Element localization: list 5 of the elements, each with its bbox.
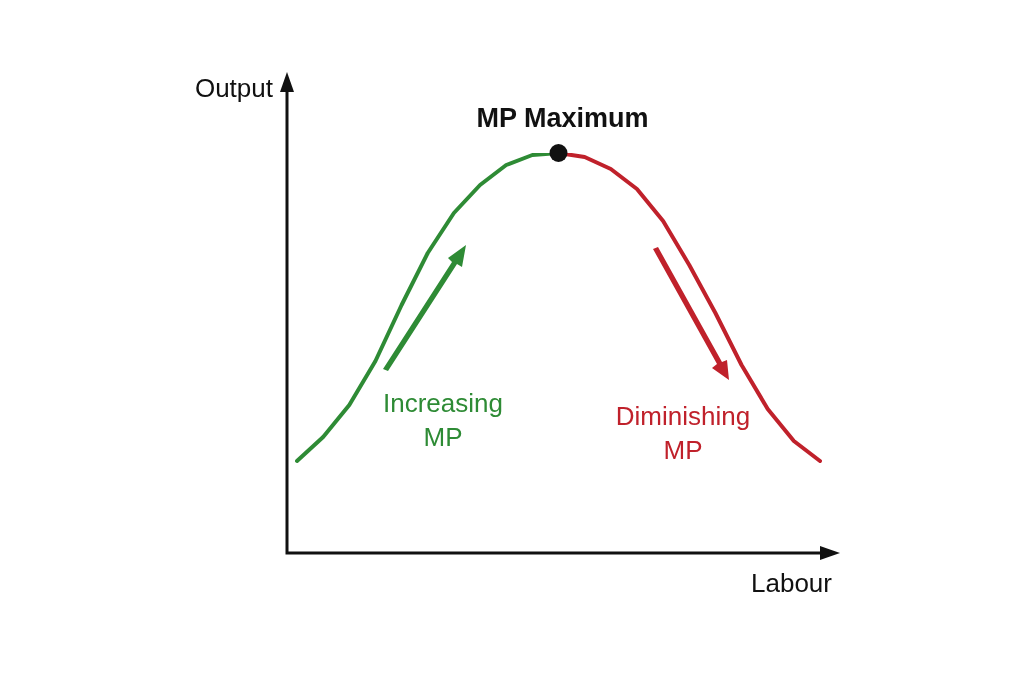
x-axis-title: Labour xyxy=(751,568,833,599)
series-label: Increasing MP xyxy=(383,388,503,453)
y-axis-title: Output xyxy=(194,73,274,104)
series-label: Diminishing MP xyxy=(615,401,751,466)
annotation: MP Maximum xyxy=(476,103,649,134)
